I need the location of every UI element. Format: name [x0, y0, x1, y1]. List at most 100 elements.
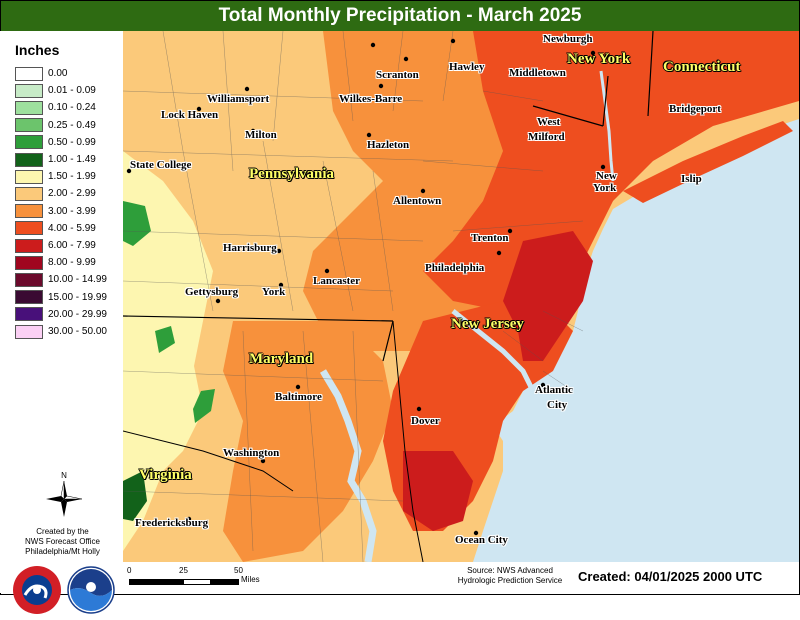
legend-label: 8.00 - 9.99	[48, 257, 96, 269]
map-footer: 0 25 50 Miles Source: NWS Advanced Hydro…	[123, 562, 799, 593]
city-label: West	[537, 116, 561, 128]
agency-logos	[12, 565, 116, 620]
city-label: Philadelphia	[425, 262, 485, 274]
legend-swatch	[15, 307, 43, 322]
legend-item: 8.00 - 9.99	[15, 255, 96, 270]
city-label: Harrisburg	[223, 242, 277, 254]
legend-swatch	[15, 118, 43, 133]
legend-label: 0.01 - 0.09	[48, 85, 96, 97]
dry-spot	[123, 201, 151, 246]
city-label: Milton	[245, 129, 277, 141]
city-label: Washington	[223, 447, 280, 459]
credit-line: Created by the	[36, 527, 89, 536]
state-label-virginia: Virginia	[139, 467, 192, 483]
legend-label: 0.10 - 0.24	[48, 102, 96, 114]
noaa-logo-icon	[67, 566, 115, 614]
legend-label: 2.00 - 2.99	[48, 188, 96, 200]
city-label: Fredericksburg	[135, 517, 209, 529]
city-label: Bridgeport	[669, 103, 721, 115]
moderate-precip-area	[223, 321, 393, 562]
state-label-connecticut: Connecticut	[663, 59, 741, 75]
legend-swatch	[15, 272, 43, 287]
very-heavy-precip-area	[403, 451, 473, 531]
legend-label: 20.00 - 29.99	[48, 308, 107, 320]
map-graphic	[123, 31, 799, 562]
legend-item: 1.00 - 1.49	[15, 152, 96, 167]
city-label: Trenton	[471, 232, 509, 244]
city-label: Ocean City	[455, 534, 508, 546]
scale-tick-label: 25	[179, 566, 188, 575]
legend-item: 2.00 - 2.99	[15, 186, 96, 201]
city-label: Hazleton	[367, 139, 410, 151]
scale-tick-label: 0	[127, 566, 132, 575]
legend-item: 30.00 - 50.00	[15, 324, 107, 339]
city-label: City	[547, 399, 568, 411]
scale-unit: Miles	[241, 575, 260, 584]
legend-swatch	[15, 66, 43, 81]
credit-text: Created by the NWS Forecast Office Phila…	[5, 527, 120, 557]
legend-item: 0.25 - 0.49	[15, 118, 96, 133]
city-label: Baltimore	[275, 391, 322, 403]
legend-swatch	[15, 290, 43, 305]
legend-swatch	[15, 169, 43, 184]
city-label: Hawley	[449, 61, 485, 73]
legend-item: 0.00	[15, 66, 67, 81]
source-line: Source: NWS Advanced	[467, 566, 553, 575]
city-label: Lock Haven	[161, 109, 219, 121]
legend-label: 1.50 - 1.99	[48, 171, 96, 183]
credit-line: NWS Forecast Office	[25, 537, 100, 546]
city-label: Newburgh	[543, 33, 593, 45]
legend-swatch	[15, 100, 43, 115]
legend-swatch	[15, 221, 43, 236]
city-label: Dover	[411, 415, 440, 427]
legend-label: 10.00 - 14.99	[48, 274, 107, 286]
legend-label: 4.00 - 5.99	[48, 222, 96, 234]
legend-swatch	[15, 238, 43, 253]
very-heavy-precip-area	[503, 231, 593, 361]
legend-item: 10.00 - 14.99	[15, 272, 107, 287]
legend-item: 1.50 - 1.99	[15, 169, 96, 184]
page-title: Total Monthly Precipitation - March 2025	[1, 1, 799, 31]
dry-spot	[193, 389, 215, 423]
hudson-river	[599, 70, 615, 182]
city-label: Scranton	[376, 69, 419, 81]
legend-swatch	[15, 186, 43, 201]
city-label: Wilkes-Barre	[339, 93, 403, 105]
credit-line: Philadelphia/Mt Holly	[25, 547, 100, 556]
city-label: State College	[130, 159, 192, 171]
legend-swatch	[15, 204, 43, 219]
legend-item: 6.00 - 7.99	[15, 238, 96, 253]
north-arrow-icon: N	[44, 471, 84, 522]
legend-label: 0.00	[48, 68, 68, 79]
dry-spot	[155, 326, 175, 353]
legend-label: 30.00 - 50.00	[48, 326, 107, 337]
city-label: Islip	[681, 173, 702, 185]
legend-item: 15.00 - 19.99	[15, 290, 107, 305]
dry-spot	[123, 471, 147, 521]
legend-swatch	[15, 83, 43, 98]
compass-label: N	[61, 471, 67, 480]
legend-label: 0.50 - 0.99	[48, 136, 96, 148]
city-label: New	[596, 170, 617, 182]
city-label: Allentown	[393, 195, 442, 207]
city-label: Lancaster	[313, 275, 361, 287]
county-lines	[123, 31, 584, 562]
chesapeake-bay	[319, 369, 377, 562]
state-label-new-jersey: New Jersey	[451, 316, 524, 332]
source-line: Hydrologic Prediction Service	[457, 576, 563, 585]
scale-tick-label: 50	[234, 566, 243, 575]
city-markers	[126, 38, 606, 536]
legend-item: 0.01 - 0.09	[15, 83, 96, 98]
city-label: York	[262, 286, 286, 298]
state-label-new-york: New York	[567, 51, 631, 67]
precipitation-map[interactable]: New York Connecticut Pennsylvania New Je…	[123, 31, 799, 562]
long-island	[623, 121, 793, 203]
legend-label: 6.00 - 7.99	[48, 240, 96, 251]
legend-panel: Inches 0.00 0.01 - 0.09 0.10 - 0.24 0.25 - …	[0, 31, 123, 614]
legend-label: 0.25 - 0.49	[48, 119, 96, 131]
legend-title: Inches	[15, 42, 60, 58]
legend-item: 3.00 - 3.99	[15, 204, 96, 219]
city-label: Milford	[528, 131, 565, 143]
legend-item: 0.10 - 0.24	[15, 100, 96, 115]
legend-swatch	[15, 135, 43, 150]
